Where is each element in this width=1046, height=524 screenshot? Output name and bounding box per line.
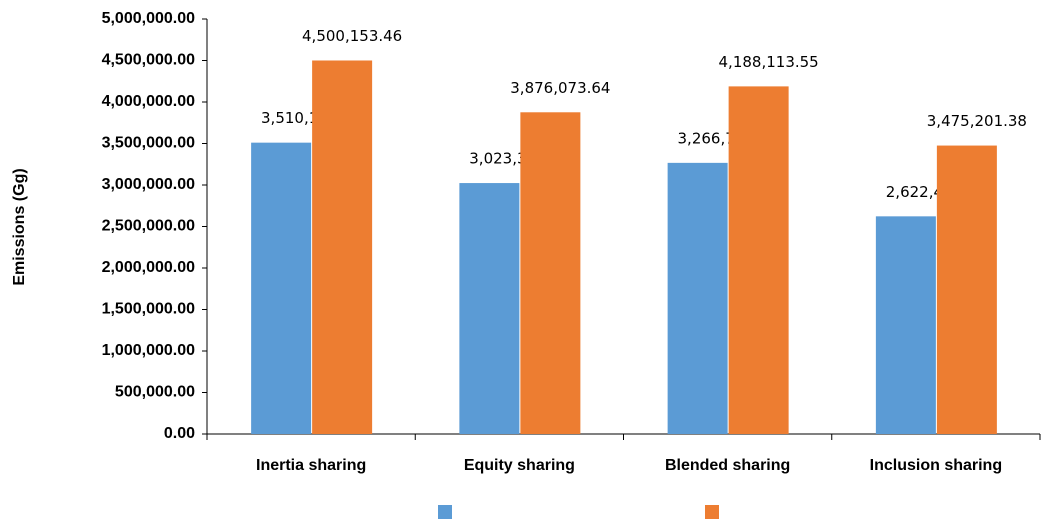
bar (936, 145, 997, 434)
bar (667, 162, 728, 435)
y-tick-label: 1,500,000.00 (102, 301, 196, 318)
bar (875, 216, 936, 434)
y-tick-label: 4,000,000.00 (102, 93, 196, 110)
y-tick-label: 3,500,000.00 (102, 135, 196, 152)
value-label: 4,500,153.46 (302, 27, 402, 45)
value-label: 3,475,201.38 (927, 112, 1027, 130)
bar (312, 60, 373, 434)
y-tick-label: 2,500,000.00 (102, 218, 196, 235)
y-tick-label: 3,000,000.00 (102, 176, 196, 193)
x-tick-label: Inertia sharing (256, 457, 366, 474)
value-label: 3,876,073.64 (510, 79, 610, 97)
y-tick-label: 2,000,000.00 (102, 259, 196, 276)
bar (459, 183, 520, 434)
legend-swatch (438, 505, 452, 519)
y-tick-label: 5,000,000.00 (102, 10, 196, 27)
y-tick-label: 0.00 (164, 425, 195, 442)
legend-swatch (705, 505, 719, 519)
bar (520, 112, 581, 434)
x-tick-label: Equity sharing (464, 457, 575, 474)
y-tick-label: 500,000.00 (115, 384, 195, 401)
bar (728, 86, 789, 435)
bar (251, 142, 312, 434)
y-tick-label: 4,500,000.00 (102, 52, 196, 69)
y-tick-label: 1,000,000.00 (102, 342, 196, 359)
x-tick-label: Inclusion sharing (870, 457, 1002, 474)
x-tick-label: Blended sharing (665, 457, 790, 474)
y-axis-label: Emissions (Gg) (11, 168, 28, 285)
value-label: 4,188,113.55 (719, 53, 819, 71)
